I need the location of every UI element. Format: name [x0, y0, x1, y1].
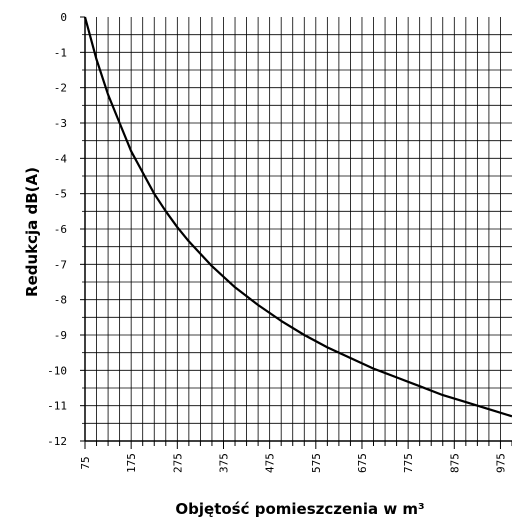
series-line — [83, 16, 512, 418]
grid — [84, 17, 512, 442]
x-tick-label: 75 — [79, 456, 92, 469]
x-axis-title: Objętość pomieszczenia w m³ — [175, 500, 424, 518]
y-tick-label: -10 — [47, 364, 67, 377]
tick-labels: 0 -1 -2 -3 -4 -5 -6 -7 -8 -9 -10 -11 -12 75 175 275 375 4… — [47, 11, 507, 473]
y-tick-label: -4 — [54, 152, 68, 165]
y-axis-title: Redukcja dB(A) — [23, 167, 41, 297]
y-tick-label: -9 — [54, 329, 67, 342]
x-tick-label: 175 — [125, 453, 138, 473]
x-tick-label: 375 — [217, 453, 230, 473]
x-tick-label: 275 — [171, 453, 184, 473]
series-layer — [83, 16, 512, 418]
x-tick-label: 675 — [356, 453, 369, 473]
y-tick-label: -1 — [54, 46, 67, 59]
y-tick-label: -8 — [54, 294, 67, 307]
y-tick-label: -3 — [54, 117, 67, 130]
y-tick-label: 0 — [60, 11, 67, 24]
axis-ticks — [80, 16, 512, 449]
x-tick-label: 875 — [448, 453, 461, 473]
y-tick-label: -7 — [54, 258, 67, 271]
x-tick-label: 775 — [402, 453, 415, 473]
y-tick-label: -6 — [54, 223, 67, 236]
y-tick-label: -12 — [47, 435, 67, 448]
x-tick-label: 575 — [310, 453, 323, 473]
y-tick-label: -11 — [47, 400, 67, 413]
y-tick-label: -2 — [54, 82, 67, 95]
y-tick-label: -5 — [54, 188, 67, 201]
x-tick-label: 475 — [264, 453, 277, 473]
x-tick-label: 975 — [494, 453, 507, 473]
